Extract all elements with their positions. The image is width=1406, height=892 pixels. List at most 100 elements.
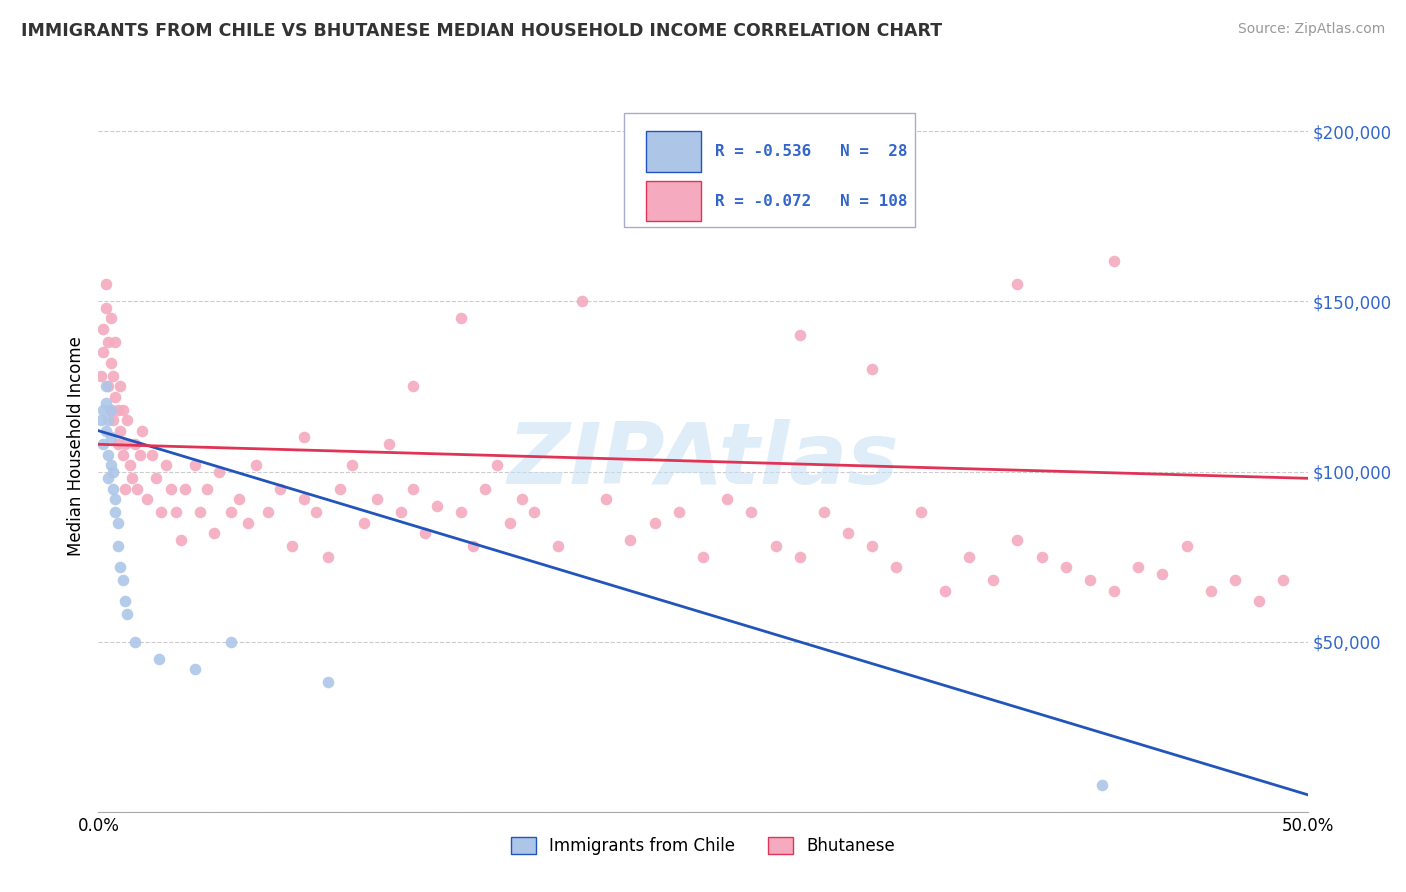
Point [124,437,146,451]
Text: ZIPAtlas: ZIPAtlas [508,419,898,502]
Point [1054,559,1077,574]
Point [90,413,112,427]
Point [813,505,835,519]
Point [108,424,131,438]
Point [121,471,143,485]
Point [104,335,127,350]
Point [329,482,352,496]
Point [100,403,122,417]
Point [486,458,509,472]
Point [353,516,375,530]
Point [208,465,231,479]
Point [114,594,136,608]
Point [107,516,129,530]
Point [94,379,117,393]
Point [595,491,617,506]
Point [94,277,117,292]
Point [377,437,399,451]
Point [150,505,173,519]
Point [547,540,569,554]
Point [107,403,129,417]
Point [135,491,157,506]
Point [668,505,690,519]
Point [127,482,149,496]
Point [117,413,139,427]
Point [837,525,859,540]
Point [101,482,124,496]
Point [366,491,388,506]
Point [692,549,714,564]
Point [316,549,339,564]
Point [128,448,150,462]
FancyBboxPatch shape [647,181,700,221]
Point [117,607,139,622]
Point [188,505,211,519]
Point [114,482,136,496]
Point [292,491,315,506]
Point [111,448,134,462]
Point [221,634,243,648]
Point [160,482,183,496]
Point [101,465,124,479]
Point [1007,277,1029,292]
Text: R = -0.536   N =  28: R = -0.536 N = 28 [716,145,908,159]
Point [148,651,170,665]
Point [765,540,787,554]
Point [342,458,364,472]
Point [100,403,122,417]
Point [450,311,472,326]
Point [1078,574,1101,588]
Point [860,540,883,554]
Point [91,321,114,335]
Point [184,458,207,472]
Point [100,430,122,444]
FancyBboxPatch shape [647,131,700,171]
Point [305,505,328,519]
Legend: Immigrants from Chile, Bhutanese: Immigrants from Chile, Bhutanese [503,830,903,862]
Point [165,505,187,519]
Point [860,362,883,376]
Point [101,413,124,427]
Point [740,505,762,519]
Point [97,413,120,427]
Point [108,559,131,574]
Point [97,335,120,350]
Point [498,516,520,530]
Point [104,491,127,506]
Point [402,482,425,496]
Point [1199,583,1222,598]
Point [114,437,136,451]
Point [141,448,163,462]
Point [145,471,167,485]
Point [644,516,666,530]
Point [195,482,218,496]
Point [184,662,207,676]
Point [245,458,267,472]
Point [204,525,226,540]
Text: IMMIGRANTS FROM CHILE VS BHUTANESE MEDIAN HOUSEHOLD INCOME CORRELATION CHART: IMMIGRANTS FROM CHILE VS BHUTANESE MEDIA… [21,22,942,40]
Point [934,583,956,598]
Point [1152,566,1174,581]
Point [104,390,127,404]
Point [463,540,485,554]
Point [981,574,1004,588]
Point [571,294,593,309]
Point [91,403,114,417]
Point [619,210,641,224]
Point [90,369,112,384]
Point [1128,559,1150,574]
Point [108,379,131,393]
Point [1091,777,1114,791]
Point [155,458,177,472]
Point [1102,583,1125,598]
Point [107,540,129,554]
Point [94,424,117,438]
Point [118,458,141,472]
Point [174,482,197,496]
Point [111,574,134,588]
Point [886,559,908,574]
Point [169,533,191,547]
Point [104,505,127,519]
Point [789,328,811,343]
Point [426,499,449,513]
